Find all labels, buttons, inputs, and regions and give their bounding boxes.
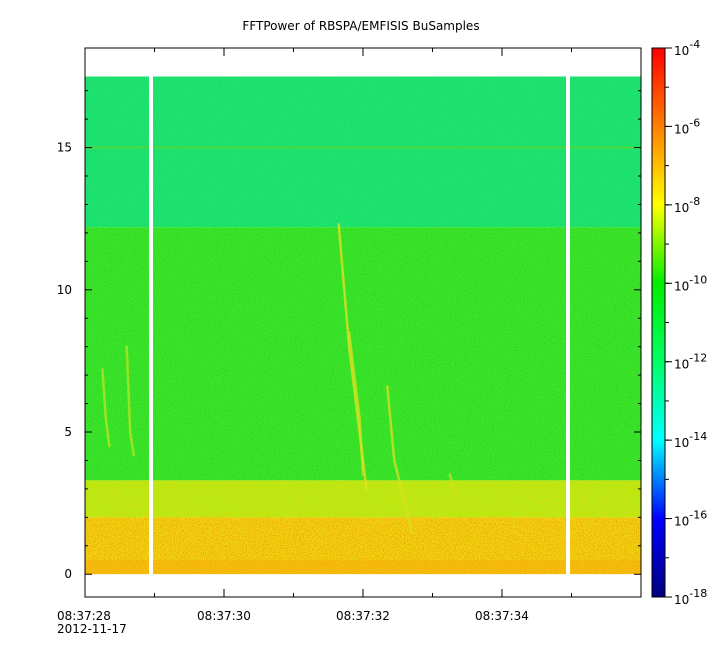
x-tick-label: 08:37:34 xyxy=(475,609,529,623)
colorbar-tick-label: 10-4 xyxy=(674,38,700,58)
colorbar-scale xyxy=(651,47,666,598)
spectrogram-speckle xyxy=(85,517,641,561)
spectrogram-speckle xyxy=(85,227,641,481)
y-axis: 0 5 10 15 xyxy=(57,90,641,581)
chorus-trace xyxy=(448,473,462,513)
data-gap xyxy=(149,48,154,597)
spectrogram-speckle xyxy=(85,480,641,518)
colorbar-tick-label: 10-10 xyxy=(674,273,707,293)
chorus-trace xyxy=(101,368,111,448)
spectrogram-speckle xyxy=(85,560,641,575)
plot-area xyxy=(85,48,641,597)
colorbar-tick-label: 10-16 xyxy=(674,509,707,529)
colorbar-tick-label: 10-18 xyxy=(674,587,707,607)
y-tick-label: 0 xyxy=(64,567,72,581)
colorbar: 10-18 10-16 10-14 10-12 10-10 10-8 10-6 10-4 xyxy=(651,38,707,607)
x-tick-label: 08:37:30 xyxy=(197,609,251,623)
data-gap xyxy=(566,48,571,597)
spectrogram-speckle xyxy=(85,76,641,228)
x-axis: 08:37:28 08:37:30 08:37:32 08:37:34 xyxy=(57,48,572,623)
y-tick-label: 15 xyxy=(57,141,72,155)
colorbar-tick-label: 10-6 xyxy=(674,116,700,136)
date-label: 2012-11-17 xyxy=(57,622,127,636)
colorbar-tick-label: 10-12 xyxy=(674,352,707,372)
colorbar-tick-label: 10-8 xyxy=(674,195,700,215)
colorbar-tick-label: 10-14 xyxy=(674,430,707,450)
chorus-trace xyxy=(386,385,413,533)
chorus-trace xyxy=(347,331,365,476)
chart-title: FFTPower of RBSPA/EMFISIS BuSamples xyxy=(242,19,479,33)
x-tick-label: 08:37:28 xyxy=(57,609,111,623)
y-tick-label: 5 xyxy=(64,425,72,439)
y-tick-label: 10 xyxy=(57,283,72,297)
x-tick-label: 08:37:32 xyxy=(336,609,390,623)
chorus-trace xyxy=(125,345,135,457)
